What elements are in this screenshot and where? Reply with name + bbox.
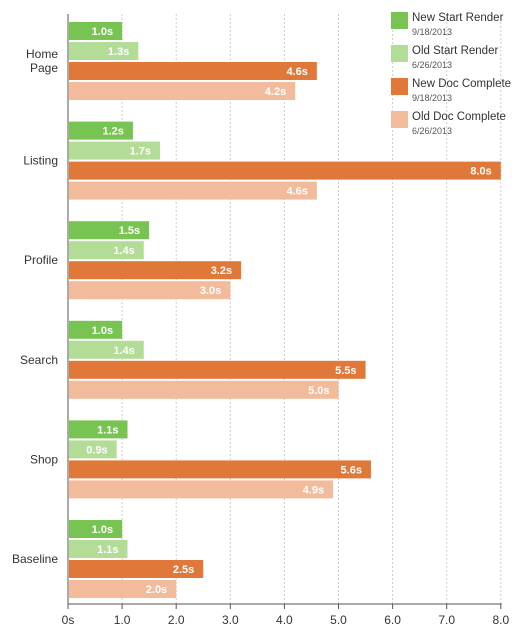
bar-value-label: 2.5s xyxy=(173,564,194,576)
legend-item-old-doc-complete: Old Doc Complete 6/26/2013 xyxy=(391,111,531,144)
bar-value-label: 4.6s xyxy=(286,186,307,198)
legend-series-name: New Doc Complete xyxy=(412,78,511,90)
bar-value-label: 5.0s xyxy=(308,385,329,397)
legend-series-date: 9/18/2013 xyxy=(412,27,452,37)
x-tick-label: 0s xyxy=(62,613,75,627)
x-tick-label: 7.0 xyxy=(438,613,455,627)
bar-value-label: 0.9s xyxy=(86,444,107,456)
legend-swatch xyxy=(391,78,408,95)
bar-value-label: 5.6s xyxy=(341,464,362,476)
category-label: Shop xyxy=(30,452,58,466)
category-label: Baseline xyxy=(12,552,58,566)
legend-item-old-start-render: Old Start Render 6/26/2013 xyxy=(391,45,531,78)
legend-series-name: Old Start Render xyxy=(412,45,498,57)
legend-series-date: 6/26/2013 xyxy=(412,60,452,70)
bar-value-label: 1.1s xyxy=(97,424,118,436)
bar-value-label: 1.3s xyxy=(108,46,129,58)
bar xyxy=(69,361,366,379)
bar-value-label: 5.5s xyxy=(335,365,356,377)
category-label: Profile xyxy=(24,253,58,267)
bar-value-label: 1.0s xyxy=(92,524,113,536)
bar-value-label: 3.2s xyxy=(211,265,232,277)
category-label: Search xyxy=(20,353,58,367)
category-label: Home xyxy=(26,47,58,61)
bar-value-label: 1.7s xyxy=(130,146,151,158)
bar xyxy=(69,381,339,399)
bar-value-label: 2.0s xyxy=(146,584,167,596)
x-tick-label: 8.0 xyxy=(492,613,509,627)
legend-item-new-doc-complete: New Doc Complete 9/18/2013 xyxy=(391,78,531,111)
bar xyxy=(69,62,317,80)
legend-item-new-start-render: New Start Render 9/18/2013 xyxy=(391,12,531,45)
bar xyxy=(69,162,501,180)
bar-value-label: 1.4s xyxy=(113,245,134,257)
bar-value-label: 1.1s xyxy=(97,544,118,556)
legend-swatch xyxy=(391,111,408,128)
bar-value-label: 4.6s xyxy=(286,66,307,78)
bar-value-label: 1.0s xyxy=(92,26,113,38)
legend-series-date: 9/18/2013 xyxy=(412,93,452,103)
x-tick-label: 6.0 xyxy=(384,613,401,627)
bar-value-label: 4.2s xyxy=(265,86,286,98)
category-label: Listing xyxy=(23,154,58,168)
legend-series-name: New Start Render xyxy=(412,12,503,24)
bar xyxy=(69,82,295,100)
bar-value-label: 1.0s xyxy=(92,325,113,337)
x-tick-label: 4.0 xyxy=(276,613,293,627)
legend-swatch xyxy=(391,12,408,29)
bar-value-label: 8.0s xyxy=(470,166,491,178)
category-label: Page xyxy=(30,61,58,75)
bar-value-label: 4.9s xyxy=(303,484,324,496)
legend-series-name: Old Doc Complete xyxy=(412,111,506,123)
bar-value-label: 1.5s xyxy=(119,225,140,237)
bar-value-label: 1.2s xyxy=(102,126,123,138)
bar xyxy=(69,480,333,498)
bar-value-label: 1.4s xyxy=(113,345,134,357)
legend: New Start Render 9/18/2013 Old Start Ren… xyxy=(391,12,531,144)
x-tick-label: 3.0 xyxy=(222,613,239,627)
x-tick-label: 2.0 xyxy=(168,613,185,627)
legend-swatch xyxy=(391,45,408,62)
x-tick-label: 5.0 xyxy=(330,613,347,627)
x-tick-label: 1.0 xyxy=(114,613,131,627)
bar xyxy=(69,460,371,478)
legend-series-date: 6/26/2013 xyxy=(412,126,452,136)
bar-value-label: 3.0s xyxy=(200,285,221,297)
bar xyxy=(69,182,317,200)
